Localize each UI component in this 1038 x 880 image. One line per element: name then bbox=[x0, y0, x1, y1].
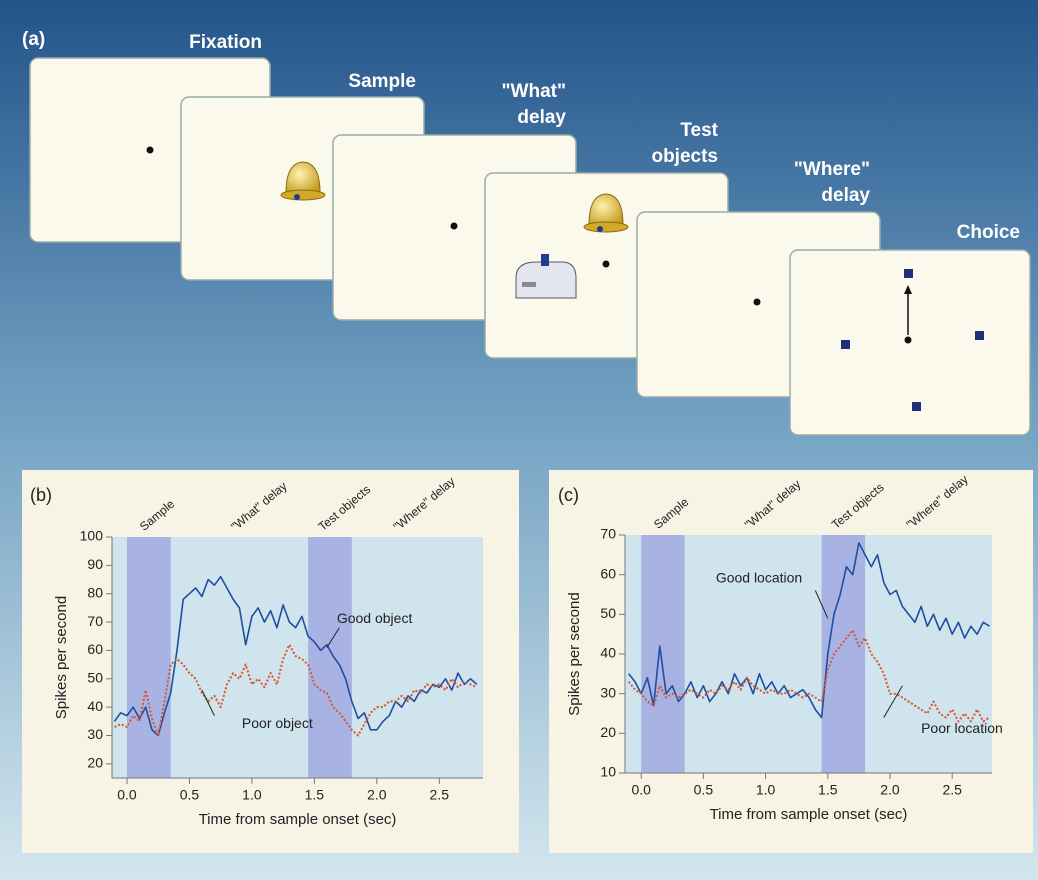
x-tick-label: 1.5 bbox=[305, 787, 325, 803]
x-tick-label: 0.5 bbox=[180, 787, 200, 803]
y-tick-label: 70 bbox=[600, 526, 616, 542]
screen-label: objects bbox=[651, 146, 718, 167]
fixation-dot bbox=[754, 299, 761, 306]
y-tick-label: 30 bbox=[600, 684, 616, 700]
screen-label: "What" bbox=[502, 81, 566, 102]
y-tick-label: 50 bbox=[600, 605, 616, 621]
target-square bbox=[975, 331, 984, 340]
fixation-dot bbox=[603, 261, 610, 268]
x-tick-label: 2.0 bbox=[880, 782, 900, 798]
x-tick-label: 2.0 bbox=[367, 787, 387, 803]
target-square bbox=[912, 402, 921, 411]
panel-label: (a) bbox=[22, 29, 45, 50]
panel-label: (c) bbox=[558, 485, 579, 505]
target-square bbox=[841, 340, 850, 349]
y-tick-label: 60 bbox=[600, 565, 616, 581]
x-tick-label: 1.0 bbox=[242, 787, 262, 803]
y-tick-label: 100 bbox=[80, 528, 104, 544]
x-axis-title: Time from sample onset (sec) bbox=[710, 806, 908, 823]
screen-label: delay bbox=[821, 185, 870, 206]
x-tick-label: 2.5 bbox=[942, 782, 962, 798]
page: (a) Fixation Sample "What" delay Test objects… bbox=[0, 0, 1038, 880]
y-tick-label: 50 bbox=[87, 669, 103, 685]
screen-label: Test bbox=[680, 120, 718, 141]
y-tick-label: 20 bbox=[87, 755, 103, 771]
y-tick-label: 10 bbox=[600, 764, 616, 780]
screen-label: Choice bbox=[957, 222, 1020, 243]
y-axis-title: Spikes per second bbox=[566, 592, 583, 715]
target-square bbox=[904, 269, 913, 278]
y-tick-label: 90 bbox=[87, 556, 103, 572]
period-band bbox=[308, 537, 352, 778]
y-tick-label: 70 bbox=[87, 613, 103, 629]
fixation-dot bbox=[905, 337, 912, 344]
x-tick-label: 0.0 bbox=[117, 787, 137, 803]
screen-label: "Where" bbox=[794, 159, 870, 180]
figure: (a) Fixation Sample "What" delay Test objects… bbox=[0, 0, 1038, 880]
screen-label: Sample bbox=[348, 71, 416, 92]
series-label: Poor object bbox=[242, 715, 313, 731]
series-label: Good location bbox=[716, 569, 802, 585]
y-tick-label: 30 bbox=[87, 726, 103, 742]
panel-label: (b) bbox=[30, 485, 52, 505]
period-band bbox=[641, 535, 685, 773]
y-tick-label: 40 bbox=[87, 698, 103, 714]
y-tick-label: 40 bbox=[600, 645, 616, 661]
y-tick-label: 20 bbox=[600, 724, 616, 740]
x-tick-label: 1.5 bbox=[818, 782, 838, 798]
x-tick-label: 1.0 bbox=[756, 782, 776, 798]
x-tick-label: 0.5 bbox=[694, 782, 714, 798]
y-axis-title: Spikes per second bbox=[53, 596, 70, 719]
fixation-dot bbox=[451, 223, 458, 230]
screen-label: delay bbox=[517, 107, 566, 128]
series-label: Good object bbox=[337, 610, 413, 626]
fixation-dot bbox=[147, 147, 154, 154]
x-tick-label: 0.0 bbox=[631, 782, 651, 798]
screen-label: Fixation bbox=[189, 32, 262, 53]
series-label: Poor location bbox=[921, 720, 1003, 736]
y-tick-label: 80 bbox=[87, 584, 103, 600]
x-axis-title: Time from sample onset (sec) bbox=[199, 811, 397, 828]
period-band bbox=[127, 537, 171, 778]
x-tick-label: 2.5 bbox=[430, 787, 450, 803]
y-tick-label: 60 bbox=[87, 641, 103, 657]
